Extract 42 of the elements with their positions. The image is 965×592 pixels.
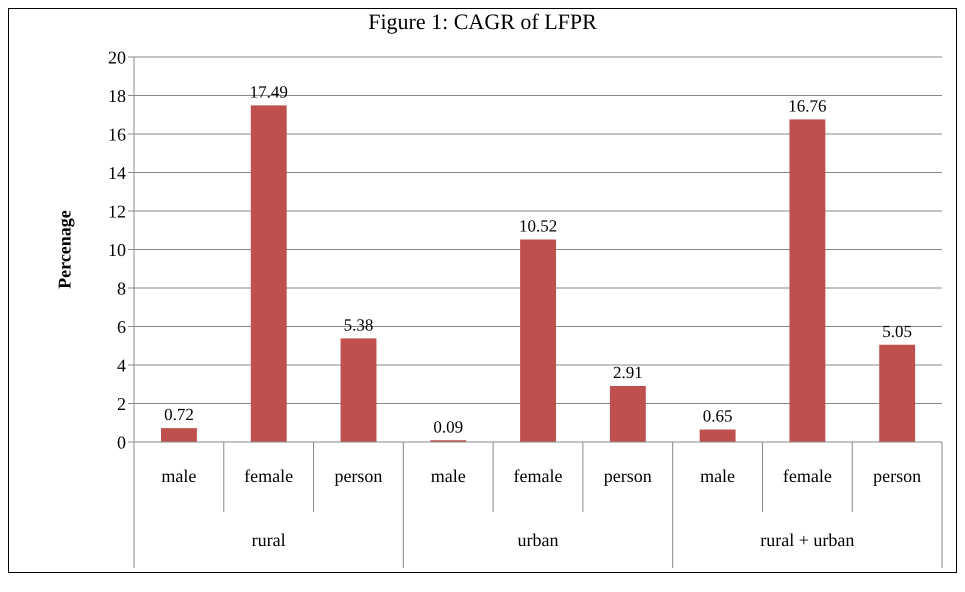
y-tick-label: 2	[117, 394, 126, 414]
bar	[161, 428, 197, 442]
x-tick-label: person	[873, 466, 922, 486]
data-label: 16.76	[788, 96, 827, 116]
y-tick-label: 14	[108, 162, 126, 183]
text: urban	[518, 530, 558, 550]
data-label: 2.91	[612, 362, 643, 382]
bar	[789, 119, 826, 442]
bar	[340, 338, 376, 442]
data-label: 5.38	[344, 315, 374, 334]
text: rural	[252, 530, 286, 550]
x-tick-label: person	[604, 466, 652, 486]
y-tick-label: 16	[108, 124, 126, 144]
y-tick-label: 4	[117, 355, 126, 376]
bar	[700, 429, 736, 442]
bar	[250, 105, 287, 442]
data-label: 5.05	[882, 322, 912, 341]
bar	[879, 344, 916, 442]
x-tick-label: person	[334, 466, 382, 486]
y-tick-label: 8	[117, 278, 126, 298]
x-tick-label: female	[782, 466, 832, 486]
data-label: 0.65	[702, 406, 732, 426]
y-tick-label: 18	[108, 86, 126, 106]
y-tick-label: 12	[108, 201, 126, 222]
x-tick-label: male	[700, 466, 736, 486]
x-tick-label: male	[161, 466, 196, 486]
y-tick-label: 6	[117, 316, 126, 337]
x-tick-label: female	[244, 466, 294, 486]
x-tick-label: male	[430, 466, 466, 486]
y-tick-label: 0	[117, 432, 126, 452]
text: rural + urban	[760, 530, 854, 550]
data-label: 17.49	[250, 82, 288, 102]
data-label: 0.72	[164, 405, 194, 424]
data-label: 0.09	[433, 417, 464, 436]
x-tick-label: female	[514, 466, 562, 486]
data-label: 10.52	[518, 216, 558, 236]
y-axis-title: Percenage	[54, 210, 74, 289]
y-tick-label: 10	[108, 240, 126, 260]
chart-title: Figure 1: CAGR of LFPR	[367, 9, 598, 36]
bar	[520, 239, 556, 442]
bar	[610, 386, 646, 442]
y-tick-label: 20	[108, 47, 126, 68]
